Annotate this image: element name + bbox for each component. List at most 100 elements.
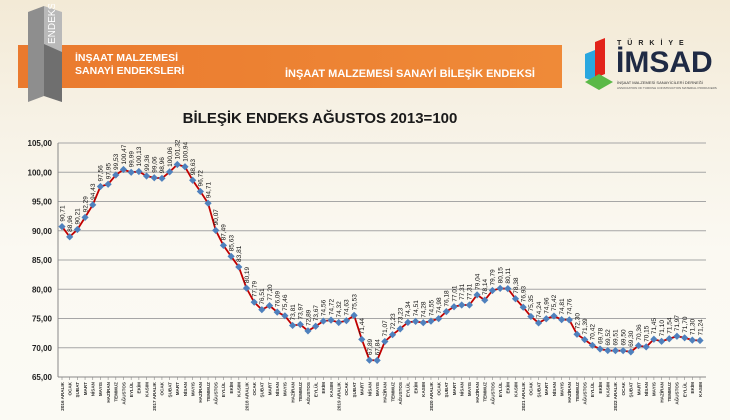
data-label: 78,14 bbox=[482, 278, 489, 295]
data-point bbox=[411, 317, 420, 325]
data-label: 80,15 bbox=[497, 267, 504, 284]
data-point bbox=[519, 303, 527, 311]
data-point bbox=[265, 302, 274, 310]
x-tick-label: HAZİRAN bbox=[382, 381, 388, 402]
x-tick-label: KASIM bbox=[421, 382, 426, 397]
data-label: 74,28 bbox=[421, 301, 428, 318]
x-tick-label: MART bbox=[452, 382, 457, 395]
data-label: 92,29 bbox=[82, 196, 89, 213]
data-point bbox=[419, 319, 427, 327]
data-label: 73,81 bbox=[290, 304, 297, 321]
data-label: 71,54 bbox=[667, 317, 674, 334]
data-point bbox=[627, 348, 635, 356]
x-tick-label: ŞUBAT bbox=[352, 382, 357, 398]
x-tick-label: NİSAN bbox=[366, 381, 372, 396]
data-point bbox=[381, 337, 389, 346]
x-tick-label: MAYIS bbox=[375, 382, 380, 396]
data-label: 100,47 bbox=[121, 144, 128, 164]
data-point bbox=[281, 312, 289, 320]
data-label: 90,07 bbox=[213, 209, 220, 226]
data-label: 73,23 bbox=[398, 307, 405, 324]
data-label: 75,42 bbox=[551, 294, 558, 311]
data-point bbox=[388, 331, 397, 339]
x-tick-label: EKİM bbox=[597, 382, 603, 394]
data-label: 75,35 bbox=[528, 295, 535, 312]
section-title: İNŞAAT MALZEMESİ SANAYİ ENDEKSLERİ bbox=[75, 52, 184, 78]
data-point bbox=[204, 199, 212, 207]
data-point bbox=[89, 201, 97, 209]
data-point bbox=[473, 291, 481, 299]
data-point bbox=[96, 182, 105, 191]
data-label: 74,76 bbox=[567, 298, 574, 315]
x-tick-label: AĞUSTOS bbox=[212, 382, 219, 405]
x-tick-label: 2022 ARALIK bbox=[613, 381, 618, 410]
data-point bbox=[312, 322, 320, 330]
x-tick-label: OCAK bbox=[344, 381, 349, 395]
x-tick-label: 2016 ARALIK bbox=[60, 381, 65, 410]
data-point bbox=[681, 334, 689, 342]
data-label: 69,78 bbox=[597, 327, 604, 344]
data-point bbox=[404, 318, 412, 326]
data-label: 90,71 bbox=[59, 205, 66, 222]
band-title: İNŞAAT MALZEMESİ SANAYİ BİLEŞİK ENDEKSİ bbox=[285, 68, 535, 80]
data-point bbox=[565, 316, 573, 324]
data-point bbox=[665, 335, 673, 343]
brand-subtitle: İNŞAAT MALZEMESİ SANAYİCİLERİ DERNEĞİ bbox=[617, 80, 704, 85]
x-tick-label: ŞUBAT bbox=[167, 382, 172, 398]
data-point bbox=[150, 174, 158, 182]
x-tick-label: 2018 ARALIK bbox=[244, 381, 249, 410]
x-tick-label: MART bbox=[175, 382, 180, 395]
data-point bbox=[488, 286, 497, 295]
x-tick-label: EKİM bbox=[505, 382, 511, 394]
y-tick-label: 90,00 bbox=[32, 227, 53, 236]
data-label: 100,94 bbox=[182, 141, 189, 161]
data-point bbox=[527, 312, 535, 321]
data-point bbox=[342, 317, 351, 325]
x-tick-label: ŞUBAT bbox=[536, 382, 541, 398]
x-tick-label: TEMMUZ bbox=[667, 382, 672, 402]
x-tick-label: OCAK bbox=[160, 381, 165, 395]
section-title-line2: SANAYİ ENDEKSLERİ bbox=[75, 65, 185, 77]
data-label: 74,96 bbox=[544, 297, 551, 314]
x-tick-label: EKİM bbox=[412, 382, 418, 394]
data-label: 94,43 bbox=[90, 183, 97, 200]
data-label: 75,53 bbox=[351, 294, 358, 311]
data-label: 73,97 bbox=[298, 303, 305, 320]
data-label: 99,99 bbox=[128, 151, 135, 168]
x-tick-label: KASIM bbox=[606, 382, 611, 397]
data-label: 74,32 bbox=[336, 301, 343, 318]
x-tick-label: KASIM bbox=[698, 382, 703, 397]
data-label: 99,53 bbox=[113, 153, 120, 170]
data-point bbox=[588, 341, 596, 349]
x-tick-label: TEMMUZ bbox=[206, 382, 211, 402]
x-tick-label: HAZİRAN bbox=[105, 381, 111, 402]
data-label: 77,31 bbox=[467, 283, 474, 300]
data-label: 76,18 bbox=[444, 290, 451, 307]
x-tick-label: ŞUBAT bbox=[444, 382, 449, 398]
imsad-logo: TÜRKİYE İMSAD İNŞAAT MALZEMESİ SANAYİCİL… bbox=[583, 38, 723, 96]
data-point bbox=[696, 336, 704, 345]
data-label: 70,42 bbox=[590, 324, 597, 341]
data-point bbox=[550, 312, 558, 320]
data-point bbox=[181, 163, 189, 171]
data-point bbox=[511, 295, 520, 303]
data-label: 73,67 bbox=[313, 305, 320, 322]
data-point bbox=[427, 317, 435, 325]
header-band bbox=[18, 45, 562, 88]
x-tick-label: HAZİRAN bbox=[289, 381, 295, 402]
x-tick-label: EKİM bbox=[689, 382, 695, 394]
data-label: 96,72 bbox=[198, 170, 205, 187]
x-tick-label: KASIM bbox=[144, 382, 149, 397]
data-point bbox=[219, 241, 228, 250]
data-label: 74,55 bbox=[428, 299, 435, 316]
data-label: 71,07 bbox=[382, 320, 389, 337]
data-label: 71,24 bbox=[697, 319, 704, 336]
data-label: 74,51 bbox=[413, 300, 420, 317]
x-tick-label: EYLÜL bbox=[405, 382, 411, 397]
x-tick-label: MAYIS bbox=[559, 382, 564, 396]
data-point bbox=[166, 168, 174, 176]
data-point bbox=[135, 167, 143, 176]
x-tick-label: ŞUBAT bbox=[75, 382, 80, 398]
x-tick-label: TEMMUZ bbox=[390, 382, 395, 402]
